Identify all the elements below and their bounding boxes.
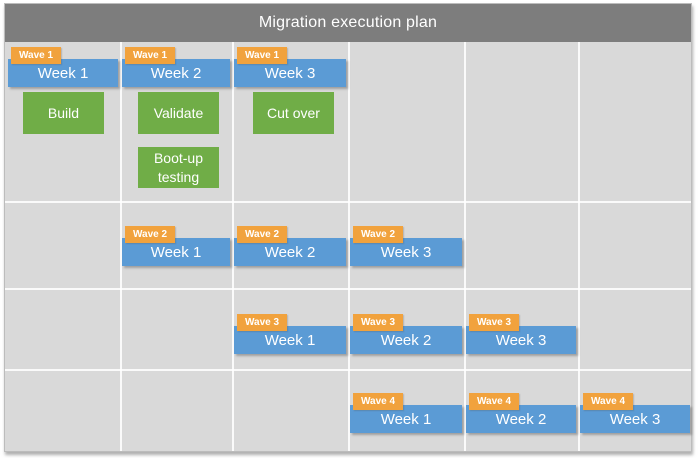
wave4-week2-bar: Wave 4 Week 2: [466, 393, 576, 433]
week-label: Week 3: [495, 331, 547, 349]
grid-hline-1: [5, 201, 691, 203]
task-label: Build: [47, 104, 80, 121]
grid-hline-2: [5, 288, 691, 290]
plan-canvas: Migration execution plan Wave 1 Week 1 W…: [4, 3, 692, 452]
wave3-week1-bar: Wave 3 Week 1: [234, 314, 346, 354]
week-label: Week 2: [150, 64, 202, 82]
wave4-badge: Wave 4: [469, 393, 519, 410]
wave3-badge: Wave 3: [237, 314, 287, 331]
grid-vline-2: [232, 42, 234, 451]
grid-vline-1: [120, 42, 122, 451]
task-label: Validate: [153, 104, 204, 121]
week-label: Week 2: [264, 243, 316, 261]
wave1-badge: Wave 1: [11, 47, 61, 64]
wave1-week1-bar: Wave 1 Week 1: [8, 47, 118, 87]
grid-vline-4: [464, 42, 466, 451]
task-label: Boot-up testing: [153, 149, 204, 185]
title-bar: Migration execution plan: [5, 4, 691, 42]
week-label: Week 2: [495, 410, 547, 428]
wave2-week3-bar: Wave 2 Week 3: [350, 226, 462, 266]
wave4-week3-bar: Wave 4 Week 3: [580, 393, 690, 433]
wave1-week2-bar: Wave 1 Week 2: [122, 47, 230, 87]
wave1-week3-bar: Wave 1 Week 3: [234, 47, 346, 87]
wave2-badge: Wave 2: [353, 226, 403, 243]
task-validate: Validate: [138, 92, 219, 134]
grid-hline-3: [5, 369, 691, 371]
wave3-badge: Wave 3: [469, 314, 519, 331]
wave1-badge: Wave 1: [125, 47, 175, 64]
wave4-badge: Wave 4: [353, 393, 403, 410]
wave1-badge: Wave 1: [237, 47, 287, 64]
wave2-badge: Wave 2: [237, 226, 287, 243]
week-label: Week 3: [380, 243, 432, 261]
task-build: Build: [23, 92, 104, 134]
page-title: Migration execution plan: [258, 14, 438, 31]
week-label: Week 1: [264, 331, 316, 349]
task-label: Cut over: [267, 104, 320, 121]
wave4-week1-bar: Wave 4 Week 1: [350, 393, 462, 433]
task-boot-up-testing: Boot-up testing: [138, 147, 219, 188]
wave3-week2-bar: Wave 3 Week 2: [350, 314, 462, 354]
week-label: Week 3: [609, 410, 661, 428]
week-label: Week 1: [380, 410, 432, 428]
wave3-badge: Wave 3: [353, 314, 403, 331]
wave2-week2-bar: Wave 2 Week 2: [234, 226, 346, 266]
week-label: Week 1: [150, 243, 202, 261]
wave2-badge: Wave 2: [125, 226, 175, 243]
grid-vline-5: [578, 42, 580, 451]
week-label: Week 2: [380, 331, 432, 349]
week-label: Week 3: [264, 64, 316, 82]
grid-vline-3: [348, 42, 350, 451]
wave2-week1-bar: Wave 2 Week 1: [122, 226, 230, 266]
task-cut-over: Cut over: [253, 92, 334, 134]
week-label: Week 1: [37, 64, 89, 82]
wave3-week3-bar: Wave 3 Week 3: [466, 314, 576, 354]
wave4-badge: Wave 4: [583, 393, 633, 410]
